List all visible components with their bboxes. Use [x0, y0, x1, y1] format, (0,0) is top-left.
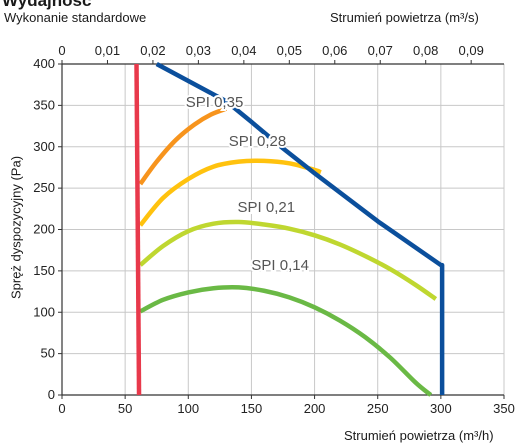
x-tick-label: 350 — [493, 401, 515, 416]
max-flow-boundary-line — [155, 62, 445, 395]
x-tick-label: 0 — [58, 401, 65, 416]
x2-tick-label: 0 — [58, 43, 65, 58]
x-axis-label: Strumień powietrza (m³/h) — [344, 428, 494, 443]
chart-subtitle: Wykonanie standardowe — [4, 10, 147, 25]
series-labels: SPI 0,14 SPI 0,21 SPI 0,28 SPI 0,35 — [184, 92, 311, 276]
series-label: SPI 0,28 — [229, 133, 287, 150]
x2-tick-label: 0,04 — [231, 43, 256, 58]
y-tick-label: 100 — [33, 304, 55, 319]
series-lines — [134, 62, 445, 397]
series-line-spi-0-35 — [138, 106, 227, 186]
chart-title: Wydajność — [2, 0, 92, 10]
x-tick-label: 150 — [241, 401, 263, 416]
y-tick-label: 200 — [33, 222, 55, 237]
x-tick-label: 50 — [118, 401, 132, 416]
y-tick-label: 50 — [41, 346, 55, 361]
y-tick-label: 0 — [48, 387, 55, 402]
y-tick-label: 400 — [33, 56, 55, 71]
x2-tick-label: 0,01 — [95, 43, 120, 58]
y-tick-label: 350 — [33, 97, 55, 112]
x2-tick-label: 0,05 — [277, 43, 302, 58]
y-tick-label: 150 — [33, 263, 55, 278]
series-label: SPI 0,21 — [238, 199, 296, 216]
x2-tick-label: 0,09 — [459, 43, 484, 58]
x-tick-label: 200 — [304, 401, 326, 416]
x-tick-label: 300 — [430, 401, 452, 416]
series-label: SPI 0,35 — [186, 94, 244, 111]
y-tick-label: 300 — [33, 139, 55, 154]
x2-tick-label: 0,06 — [322, 43, 347, 58]
y-tick-label: 250 — [33, 180, 55, 195]
x2-tick-label: 0,03 — [186, 43, 211, 58]
x2-tick-label: 0,08 — [413, 43, 438, 58]
x2-axis-label: Strumień powietrza (m³/s) — [330, 10, 479, 25]
x2-tick-label: 0,02 — [140, 43, 165, 58]
x2-tick-label: 0,07 — [368, 43, 393, 58]
x-tick-label: 100 — [177, 401, 199, 416]
series-line-spi-0-21 — [138, 219, 438, 301]
x-tick-label: 250 — [367, 401, 389, 416]
series-line-spi-0-14 — [139, 285, 433, 397]
series-label: SPI 0,14 — [251, 257, 309, 274]
min-flow-boundary-line — [134, 63, 142, 396]
